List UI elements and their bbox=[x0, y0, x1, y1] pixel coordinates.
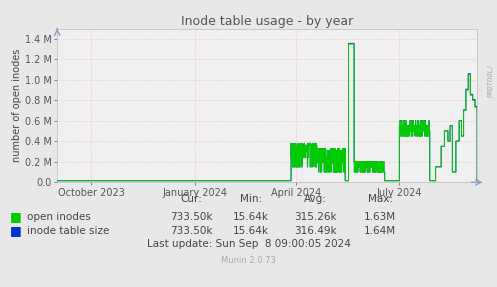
Text: ■: ■ bbox=[10, 224, 22, 238]
Text: 15.64k: 15.64k bbox=[233, 212, 269, 222]
Text: Last update: Sun Sep  8 09:00:05 2024: Last update: Sun Sep 8 09:00:05 2024 bbox=[147, 239, 350, 249]
Text: 315.26k: 315.26k bbox=[294, 212, 337, 222]
Text: Avg:: Avg: bbox=[304, 194, 327, 204]
Text: 733.50k: 733.50k bbox=[170, 226, 213, 236]
Text: RRDTOOL/: RRDTOOL/ bbox=[488, 63, 494, 97]
Text: inode table size: inode table size bbox=[27, 226, 110, 236]
Text: 733.50k: 733.50k bbox=[170, 212, 213, 222]
Y-axis label: number of open inodes: number of open inodes bbox=[12, 49, 22, 162]
Text: 316.49k: 316.49k bbox=[294, 226, 337, 236]
Text: Cur:: Cur: bbox=[180, 194, 202, 204]
Text: Munin 2.0.73: Munin 2.0.73 bbox=[221, 256, 276, 265]
Text: open inodes: open inodes bbox=[27, 212, 91, 222]
Title: Inode table usage - by year: Inode table usage - by year bbox=[181, 15, 353, 28]
Text: Min:: Min: bbox=[240, 194, 262, 204]
Text: 15.64k: 15.64k bbox=[233, 226, 269, 236]
Text: ■: ■ bbox=[10, 210, 22, 223]
Text: 1.63M: 1.63M bbox=[364, 212, 396, 222]
Text: 1.64M: 1.64M bbox=[364, 226, 396, 236]
Text: Max:: Max: bbox=[368, 194, 393, 204]
